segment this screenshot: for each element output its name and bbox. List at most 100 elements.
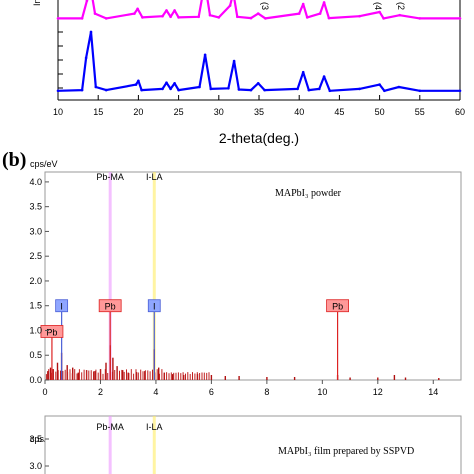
eds-powder-element-box: [40, 325, 64, 338]
xrd-series-0-point: [177, 16, 180, 19]
eds-powder-element-box: [98, 299, 122, 313]
xrd-series-1-point: [249, 88, 253, 92]
xrd-series-0-point: [173, 9, 176, 12]
xrd-x-tick-label: 40: [294, 107, 304, 117]
xrd-series-0-point: [301, 2, 305, 6]
xrd-series-1-point: [209, 87, 213, 91]
eds-powder-y-tick-label: 4.0: [29, 177, 42, 187]
xrd-series-1-point: [397, 85, 401, 89]
xrd-series-1-point: [89, 30, 93, 34]
xrd-x-tick-label: 50: [375, 107, 385, 117]
xrd-left-ticks: [58, 17, 63, 89]
xrd-series-group: [56, 0, 462, 93]
xrd-x-tick-label: 60: [455, 107, 465, 117]
eds-powder-y-unit: cps/eV: [30, 159, 58, 169]
xrd-series-0-point: [228, 4, 232, 7]
xrd-series-1-point: [173, 82, 176, 85]
eds-powder-element-label: I: [153, 302, 156, 312]
xrd-x-tick-label: 15: [93, 107, 103, 117]
xrd-series-1-point: [378, 83, 381, 86]
xrd-x-tick-label: 35: [254, 107, 264, 117]
xrd-series-0-point: [297, 12, 301, 15]
xrd-y-axis-label: In: [32, 0, 42, 6]
xrd-series-0-point: [85, 0, 89, 3]
eds-powder-y-tick-label: 0.5: [29, 350, 42, 360]
xrd-series-0-point: [133, 12, 136, 15]
xrd-series-0-point: [318, 12, 322, 15]
xrd-series-0-point: [197, 15, 200, 19]
xrd-series-1-point: [358, 87, 361, 91]
xrd-series-0-point: [418, 17, 422, 20]
xrd-x-tick-label: 25: [174, 107, 184, 117]
eds-powder-x-tick-label: 2: [98, 387, 103, 397]
peak-annotation-4: (4: [373, 2, 383, 10]
xrd-series-1-point: [418, 89, 422, 93]
xrd-series-0-point: [217, 16, 221, 19]
eds-powder-marker-label: I-LA: [146, 172, 163, 182]
xrd-x-ticks: 10 15 20 25 30 35 40 45 50 55 60: [53, 95, 465, 117]
eds-film-marker-lines: Pb-MA I-LA: [96, 416, 163, 474]
xrd-series-0-point: [169, 15, 172, 19]
peak-annotation-2: (2: [396, 2, 406, 10]
eds-powder-x-tick-label: 4: [153, 387, 158, 397]
eds-powder-element-box: [55, 299, 69, 313]
eds-powder-x-ticks: 0 2 4 6 8 10 12 14: [42, 380, 438, 397]
xrd-series-1-point: [322, 75, 326, 78]
xrd-series-1-point: [237, 88, 241, 91]
eds-powder-element-box: [326, 299, 349, 313]
xrd-series-0-point: [305, 16, 309, 19]
xrd-series-1-point: [84, 56, 88, 60]
xrd-series-1-point: [301, 70, 305, 74]
xrd-series-1-point: [198, 85, 201, 89]
eds-powder-y-tick-label: 0.0: [29, 375, 42, 385]
eds-powder-x-tick-label: 14: [428, 387, 438, 397]
eds-powder-y-tick-label: 2.0: [29, 276, 42, 286]
eds-powder-panel: cps/eV Pb-MA I-LA I Pb I Pb Pb 0.0 0.5 1.0 1.5 2.…: [29, 159, 462, 397]
xrd-series-0-point: [249, 16, 253, 20]
xrd-series-1-point: [227, 87, 230, 90]
xrd-series-0-point: [378, 10, 381, 14]
xrd-series-0-point: [93, 12, 97, 15]
xrd-x-tick-label: 30: [214, 107, 224, 117]
eds-powder-y-tick-label: 1.0: [29, 325, 42, 335]
xrd-x-tick-label: 55: [415, 107, 425, 117]
xrd-x-axis-title: 2-theta(deg.): [219, 130, 299, 146]
eds-film-y-unit: cps/eV: [30, 434, 58, 444]
xrd-series-0-point: [264, 17, 267, 20]
xrd-series-0-point: [256, 12, 260, 15]
xrd-x-tick-label: 20: [133, 107, 143, 117]
eds-powder-plot-frame: [44, 171, 462, 381]
xrd-series-0-point: [208, 13, 212, 17]
xrd-series-1-point: [104, 88, 108, 92]
eds-film-legend-text: MAPbI₃ film prepared by SSPVD: [278, 446, 414, 457]
xrd-series-0-point: [322, 1, 326, 4]
peak-annotation-3: (3: [260, 2, 270, 10]
xrd-series-1-point: [307, 88, 311, 92]
eds-powder-x-tick-label: 0: [42, 387, 47, 397]
xrd-x-tick-label: 10: [53, 107, 63, 117]
xrd-series-0-point: [104, 17, 108, 20]
xrd-series-0-point: [382, 17, 385, 20]
eds-film-marker-label: Pb-MA: [96, 422, 124, 432]
eds-powder-x-tick-label: 6: [209, 387, 214, 397]
eds-powder-element-label: Pb: [332, 302, 343, 312]
xrd-series-1-point: [56, 89, 60, 93]
xrd-series-1-point: [134, 83, 138, 86]
eds-powder-y-tick-label: 1.5: [29, 301, 42, 311]
xrd-series-1-point: [203, 53, 207, 57]
eds-powder-legend-text: MAPbI₃ powder: [275, 188, 342, 199]
xrd-x-tick-label: 45: [334, 107, 344, 117]
eds-powder-x-tick-label: 10: [317, 387, 327, 397]
xrd-series-1-point: [256, 82, 260, 85]
xrd-series-0-point: [458, 17, 462, 20]
xrd-series-0-point: [398, 13, 402, 17]
xrd-series-1-point: [177, 88, 180, 92]
eds-powder-x-tick-label: 12: [373, 387, 383, 397]
eds-film-y-tick-label: 3.5: [29, 434, 42, 444]
xrd-series-1-point: [296, 87, 299, 91]
xrd-series-1-point: [263, 88, 266, 92]
xrd-series-0-point: [236, 15, 239, 19]
xrd-series-1-point: [169, 87, 172, 91]
xrd-series-1-point: [80, 88, 84, 92]
